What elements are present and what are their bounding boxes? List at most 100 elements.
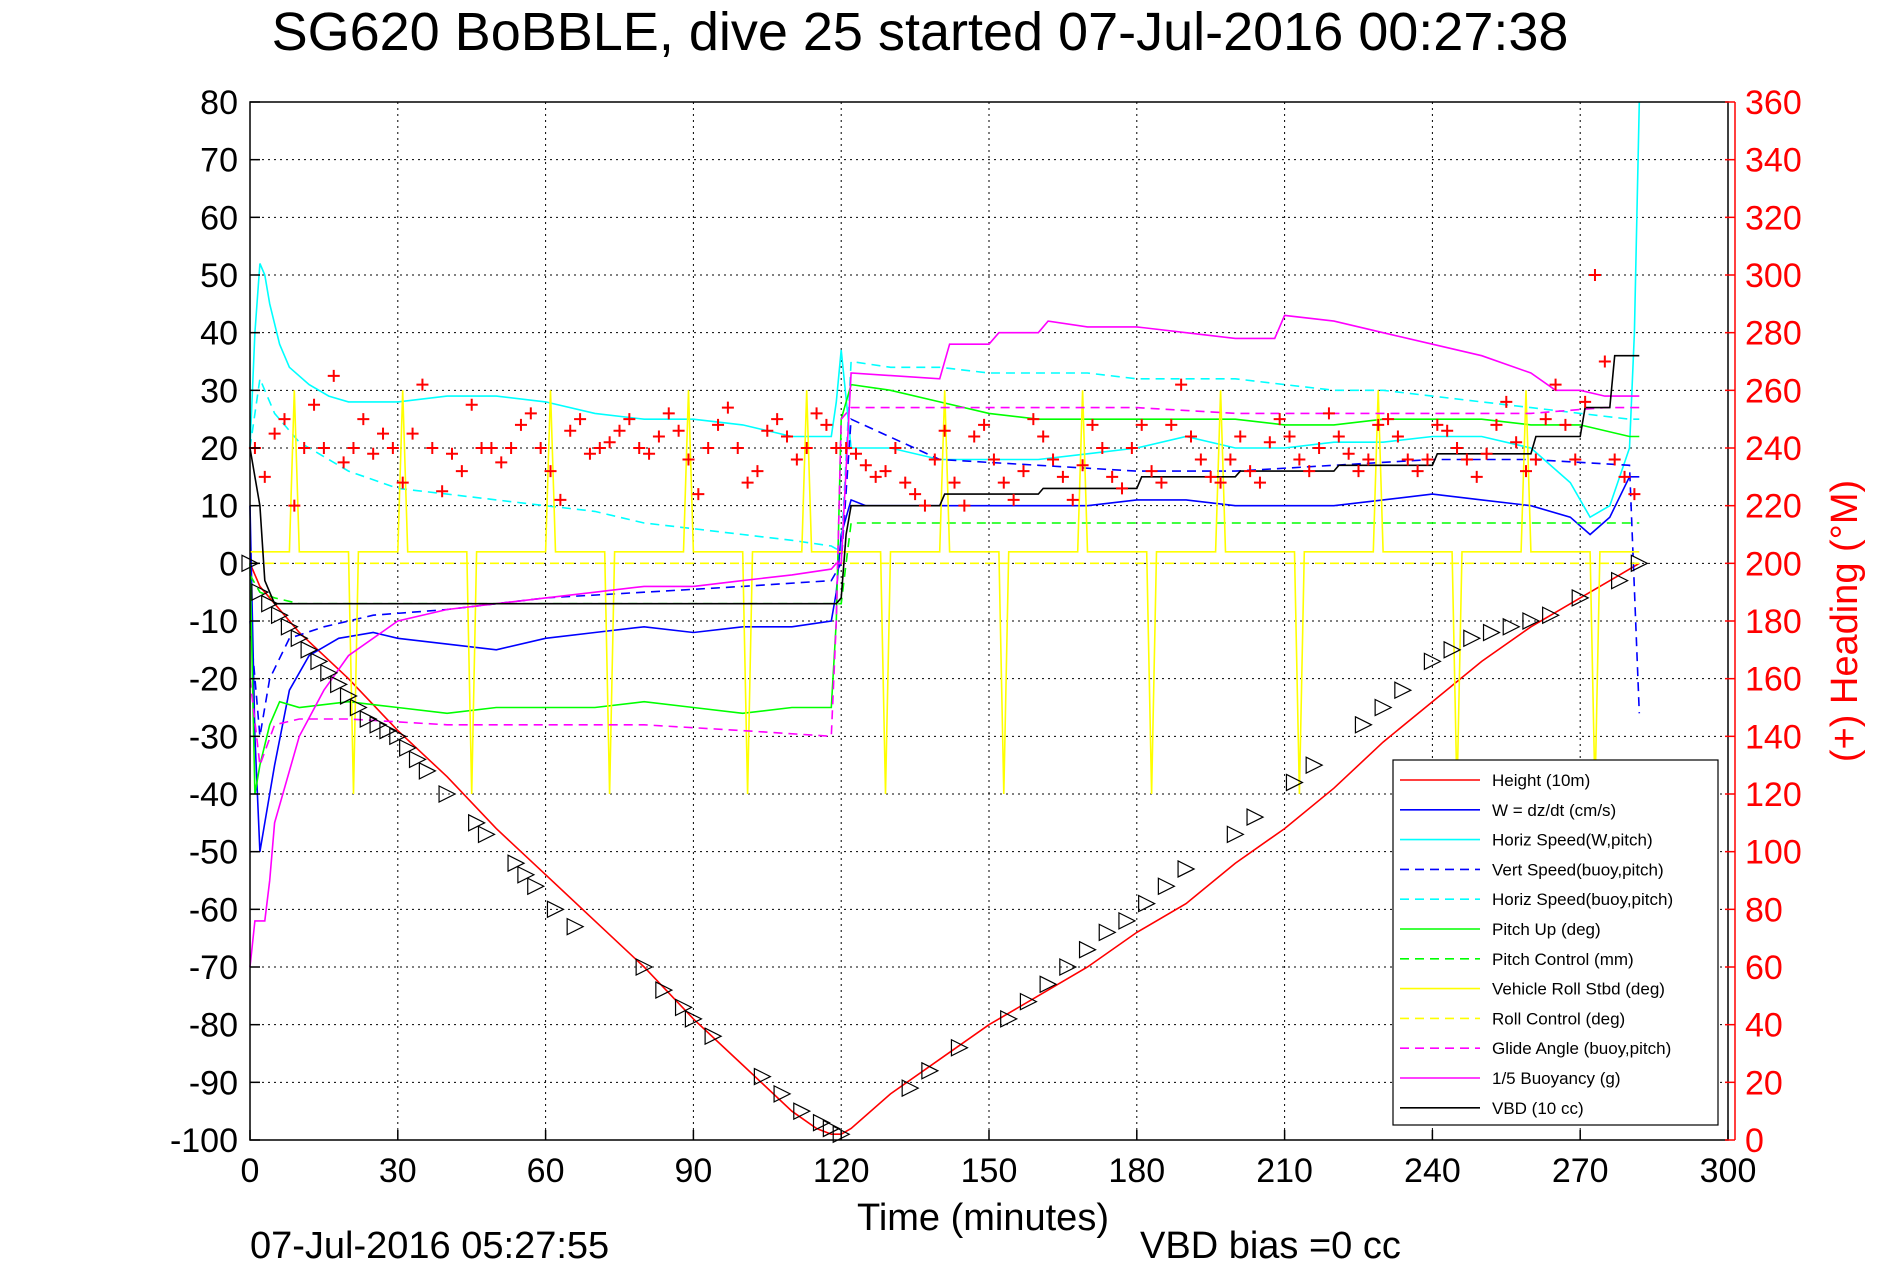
heading-point: [268, 427, 281, 440]
heading-point: [317, 442, 330, 454]
y-tick-label-left: 70: [200, 142, 238, 180]
heading-point: [623, 413, 636, 426]
y-tick-label-left: 80: [200, 84, 238, 122]
heading-point: [1007, 493, 1020, 506]
x-tick-label: 180: [1108, 1152, 1165, 1190]
depth-marker: [1059, 958, 1078, 976]
heading-point: [662, 407, 675, 420]
heading-point: [534, 442, 547, 454]
heading-point: [1362, 453, 1375, 466]
heading-point: [574, 413, 587, 426]
depth-marker: [251, 583, 270, 602]
series-line: [249, 354, 1640, 605]
chart-title: SG620 BoBBLE, dive 25 started 07-Jul-201…: [272, 2, 1569, 62]
x-axis-label: Time (minutes): [857, 1197, 1109, 1239]
heading-point: [367, 447, 380, 460]
heading-point: [288, 499, 301, 512]
depth-marker: [1630, 554, 1649, 573]
series-vehicle-roll-stbd-deg: [250, 390, 1640, 795]
heading-point: [1460, 453, 1473, 466]
depth-marker: [507, 854, 526, 873]
depth-marker: [1611, 571, 1629, 590]
depth-marker: [330, 675, 349, 694]
depth-marker: [270, 606, 289, 625]
heading-point: [1244, 465, 1257, 478]
heading-point: [741, 476, 754, 489]
y-tick-label-left: -10: [189, 603, 238, 641]
heading-point: [1303, 465, 1316, 478]
heading-point: [948, 476, 961, 489]
depth-marker: [566, 917, 585, 936]
legend-label: Horiz Speed(buoy,pitch): [1492, 890, 1673, 909]
heading-point: [1372, 418, 1385, 431]
depth-marker: [1463, 629, 1482, 648]
y-tick-label-right: 60: [1745, 949, 1783, 987]
x-tick-label: 150: [961, 1152, 1018, 1190]
heading-point: [1332, 430, 1345, 443]
x-tick-label: 120: [813, 1152, 870, 1190]
y-tick-label-right: 220: [1745, 488, 1802, 526]
depth-marker: [1374, 698, 1393, 717]
y-tick-label-left: 30: [200, 372, 238, 410]
heading-point: [1283, 430, 1296, 443]
heading-point: [958, 499, 971, 512]
heading-point: [1145, 465, 1158, 478]
y-tick-label-left: 50: [200, 257, 238, 295]
legend-label: Glide Angle (buoy,pitch): [1492, 1039, 1671, 1058]
depth-marker: [1246, 808, 1265, 827]
heading-point: [810, 407, 823, 420]
depth-marker: [773, 1084, 792, 1103]
heading-point: [1184, 430, 1197, 443]
depth-marker: [1423, 652, 1442, 671]
heading-point: [1569, 453, 1582, 466]
heading-point: [426, 442, 439, 454]
depth-marker: [1039, 975, 1058, 994]
y-tick-label-left: -80: [189, 1007, 238, 1045]
depth-marker: [300, 640, 319, 659]
depth-marker: [389, 727, 408, 746]
heading-point: [1165, 418, 1178, 431]
y-tick-label-right: 180: [1745, 603, 1802, 641]
y-tick-label-right: 280: [1745, 315, 1802, 353]
depth-marker: [1354, 715, 1373, 734]
legend-label: Horiz Speed(W,pitch): [1492, 831, 1653, 850]
depth-marker: [477, 825, 496, 844]
heading-point: [455, 465, 468, 478]
heading-point: [1155, 476, 1168, 489]
depth-marker: [320, 663, 339, 682]
heading-point: [1559, 418, 1572, 431]
heading-point: [978, 418, 991, 431]
legend-label: W = dz/dt (cm/s): [1492, 801, 1616, 820]
legend-label: Vehicle Roll Stbd (deg): [1492, 980, 1665, 999]
heading-point: [1253, 476, 1266, 489]
heading-point: [987, 453, 1000, 466]
depth-marker: [1394, 681, 1413, 700]
y-tick-label-left: -30: [189, 718, 238, 756]
series-horiz-speed-w-pitch: [249, 101, 1641, 519]
heading-point: [1066, 493, 1079, 506]
footer-timestamp: 07-Jul-2016 05:27:55: [250, 1225, 609, 1262]
series-line: [249, 475, 1640, 852]
heading-point: [583, 447, 596, 460]
legend-label: Roll Control (deg): [1492, 1009, 1625, 1028]
depth-marker: [527, 877, 546, 896]
heading-point: [859, 459, 872, 472]
heading-point: [1322, 407, 1335, 420]
heading-point: [1618, 470, 1631, 483]
y-tick-label-right: 260: [1745, 372, 1802, 410]
heading-point: [1441, 424, 1454, 437]
series-height-10m: [249, 562, 1640, 1135]
series-1-5-buoyancy-g: [249, 314, 1640, 968]
x-tick-label: 30: [379, 1152, 417, 1190]
y-tick-label-right: 100: [1745, 834, 1802, 872]
heading-point: [1352, 465, 1365, 478]
heading-point: [761, 424, 774, 437]
depth-marker: [379, 721, 398, 740]
heading-point: [1056, 470, 1069, 483]
depth-marker: [369, 715, 388, 734]
depth-marker: [1226, 825, 1245, 844]
heading-point: [1470, 470, 1483, 483]
heading-point: [1234, 430, 1247, 443]
heading-point: [968, 430, 981, 443]
heading-point: [672, 424, 685, 437]
